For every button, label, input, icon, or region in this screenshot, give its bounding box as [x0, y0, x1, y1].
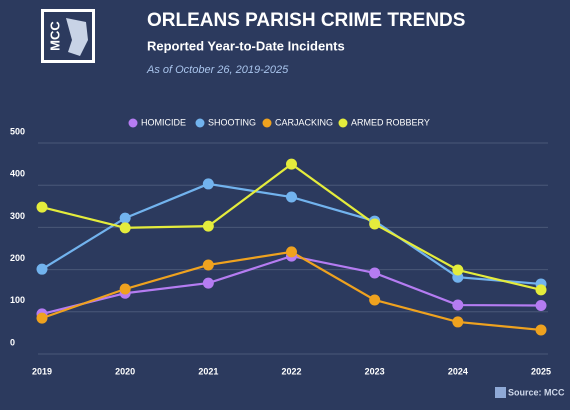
legend-label: CARJACKING — [275, 117, 333, 127]
data-point — [369, 218, 381, 230]
chart-title: ORLEANS PARISH CRIME TRENDS — [147, 10, 465, 31]
x-tick-label: 2021 — [198, 366, 218, 376]
data-point — [119, 222, 131, 234]
data-point — [202, 178, 214, 190]
legend-label: ARMED ROBBERY — [351, 117, 430, 127]
data-point — [202, 220, 214, 232]
data-point — [36, 263, 48, 275]
legend-label: HOMICIDE — [141, 117, 186, 127]
chart-note: As of October 26, 2019-2025 — [146, 64, 289, 76]
data-point — [535, 299, 547, 311]
y-tick-label: 0 — [10, 337, 15, 347]
x-tick-label: 2020 — [115, 366, 135, 376]
data-point — [286, 246, 297, 258]
y-tick-label: 200 — [10, 253, 25, 263]
y-tick-label: 100 — [10, 295, 25, 305]
data-point — [202, 259, 214, 271]
data-point — [535, 324, 547, 336]
y-tick-label: 500 — [10, 126, 25, 136]
x-tick-label: 2024 — [448, 366, 468, 376]
legend-marker — [128, 118, 138, 128]
data-point — [119, 283, 131, 295]
data-point — [202, 277, 214, 289]
legend-marker — [338, 118, 348, 128]
data-point — [452, 299, 464, 311]
source-icon — [495, 387, 506, 398]
data-point — [452, 264, 464, 276]
logo: MCC — [41, 9, 95, 63]
x-tick-label: 2022 — [281, 366, 301, 376]
chart-subtitle: Reported Year-to-Date Incidents — [147, 38, 345, 53]
legend-item: HOMICIDE — [128, 117, 186, 128]
data-point — [369, 267, 381, 279]
legend-marker — [195, 118, 205, 128]
legend-item: SHOOTING — [195, 117, 256, 128]
x-tick-label: 2025 — [531, 366, 551, 376]
data-point — [286, 191, 297, 203]
data-point — [36, 312, 48, 324]
x-tick-label: 2023 — [365, 366, 385, 376]
data-point — [36, 201, 48, 213]
data-point — [119, 212, 131, 224]
legend-item: ARMED ROBBERY — [338, 117, 430, 128]
y-tick-label: 400 — [10, 169, 25, 179]
logo-text: MCC — [47, 21, 62, 51]
data-point — [452, 316, 464, 328]
data-point — [286, 158, 297, 170]
legend-label: SHOOTING — [208, 117, 256, 127]
x-tick-label: 2019 — [32, 366, 52, 376]
source: Source: MCC — [508, 387, 565, 397]
legend-marker — [262, 118, 272, 128]
data-point — [535, 284, 547, 296]
data-point — [369, 294, 381, 306]
y-tick-label: 300 — [10, 211, 25, 221]
logo-figure — [66, 18, 88, 56]
legend-item: CARJACKING — [262, 117, 333, 128]
